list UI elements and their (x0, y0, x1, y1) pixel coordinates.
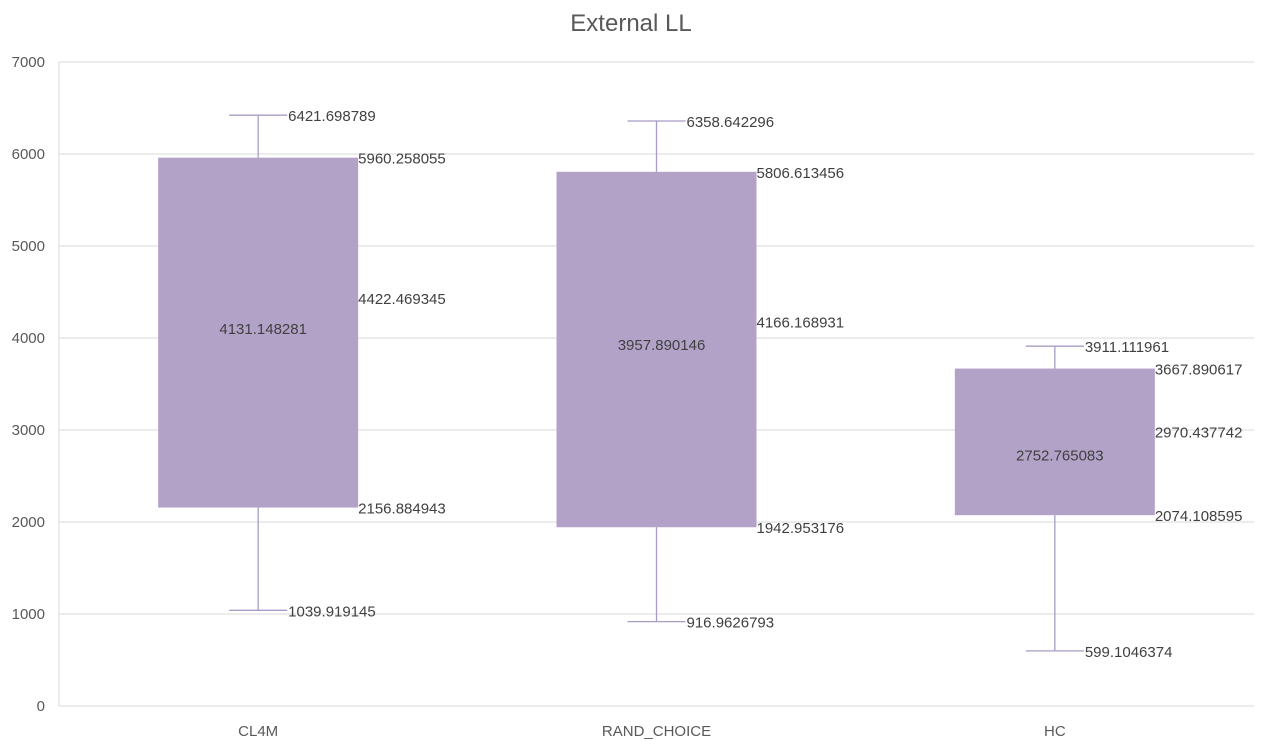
data-label-whisker-high: 6358.642296 (687, 114, 775, 131)
y-tick-label: 4000 (12, 330, 45, 347)
y-tick-label: 5000 (12, 238, 45, 255)
box-group: 6421.698789 5960.258055 4422.469345 4131.14… (158, 108, 446, 620)
data-label-mean: 2752.765083 (1016, 448, 1104, 465)
x-tick-label: RAND_CHOICE (602, 723, 711, 740)
data-label-median: 2970.437742 (1155, 425, 1243, 442)
box-group: 6358.642296 5806.613456 4166.168931 3957.89… (556, 114, 845, 632)
data-label-median: 4422.469345 (358, 291, 446, 308)
data-label-whisker-high: 6421.698789 (288, 108, 376, 125)
box-iqr (556, 171, 757, 528)
box-group: 3911.111961 3667.890617 2970.437742 2752.76… (954, 339, 1243, 661)
chart-title: External LL (570, 10, 692, 37)
data-label-mean: 4131.148281 (219, 321, 307, 338)
y-tick-label: 1000 (12, 606, 45, 623)
y-tick-label: 6000 (12, 146, 45, 163)
boxes: 6421.698789 5960.258055 4422.469345 4131.14… (158, 108, 1242, 661)
y-tick-label: 7000 (12, 54, 45, 71)
y-tick-label: 2000 (12, 514, 45, 531)
data-label-whisker-low: 599.1046374 (1085, 644, 1173, 661)
y-tick-label: 3000 (12, 422, 45, 439)
data-label-median: 4166.168931 (757, 315, 845, 332)
data-label-q1: 1942.953176 (757, 520, 845, 537)
data-label-q3: 5960.258055 (358, 151, 446, 168)
data-label-q1: 2156.884943 (358, 501, 446, 518)
data-label-q3: 5806.613456 (757, 165, 845, 182)
data-label-whisker-low: 916.9626793 (687, 615, 775, 632)
x-tick-label: CL4M (238, 723, 278, 740)
data-label-q1: 2074.108595 (1155, 508, 1243, 525)
y-axis-tick-labels: 0 1000 2000 3000 4000 5000 6000 7000 (12, 54, 45, 715)
data-label-mean: 3957.890146 (618, 337, 706, 354)
y-tick-label: 0 (37, 698, 45, 715)
box-iqr (158, 157, 359, 508)
x-tick-label: HC (1044, 723, 1066, 740)
box-iqr (954, 368, 1155, 516)
data-label-whisker-low: 1039.919145 (288, 603, 376, 620)
data-label-whisker-high: 3911.111961 (1085, 339, 1169, 356)
x-axis-tick-labels: CL4M RAND_CHOICE HC (238, 723, 1066, 740)
data-label-q3: 3667.890617 (1155, 362, 1243, 379)
